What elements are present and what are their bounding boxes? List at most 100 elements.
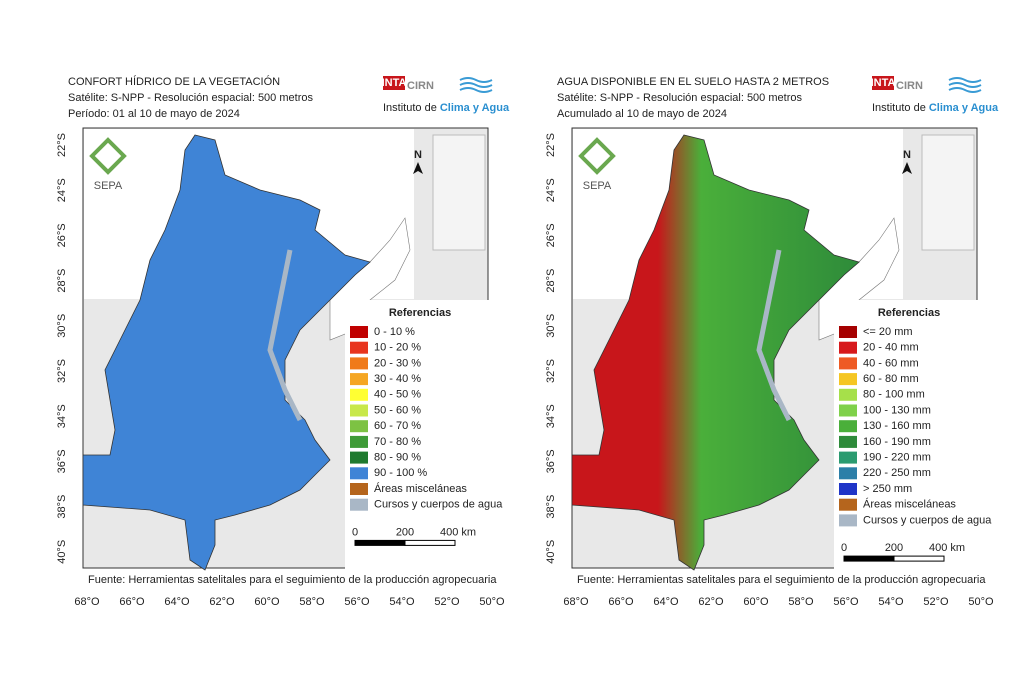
latitude-label: 40°S: [545, 540, 557, 564]
legend-swatch: [839, 404, 857, 417]
legend-swatch: [350, 498, 368, 511]
legend-label: 70 - 80 %: [374, 436, 421, 448]
sepa-text: SEPA: [94, 180, 123, 192]
river: [756, 249, 792, 422]
legend-swatch: [839, 420, 857, 433]
map-title: AGUA DISPONIBLE EN EL SUELO HASTA 2 METR…: [557, 76, 829, 88]
source-text: Fuente: Herramientas satelitales para el…: [88, 574, 497, 586]
scale-bar: [404, 539, 456, 546]
scale-label: 0: [352, 526, 358, 538]
map-title: Satélite: S-NPP - Resolución espacial: 5…: [557, 92, 802, 104]
legend-label: 60 - 70 %: [374, 420, 421, 432]
scale-label: 200: [885, 542, 903, 554]
legend-swatch: [350, 467, 368, 480]
latitude-label: 26°S: [545, 223, 557, 247]
legend-label: 90 - 100 %: [374, 467, 427, 479]
north-arrow: N: [903, 149, 911, 161]
logo-wave: [459, 87, 493, 93]
legend-label: 80 - 90 %: [374, 452, 421, 464]
logo-wave: [459, 77, 493, 83]
legend-box: [834, 300, 984, 595]
north-arrow-shape: [902, 162, 912, 174]
sepa-logo: [89, 137, 127, 175]
scale-bar: [354, 539, 406, 546]
latitude-label: 26°S: [56, 223, 68, 247]
legend-swatch: [350, 451, 368, 464]
legend-label: > 250 mm: [863, 483, 912, 495]
legend-swatch: [839, 514, 857, 527]
latitude-label: 30°S: [56, 314, 68, 338]
legend-label: Áreas misceláneas: [863, 498, 956, 511]
longitude-label: 52°O: [434, 596, 460, 608]
latitude-label: 24°S: [56, 178, 68, 202]
legend-label: 20 - 30 %: [374, 357, 421, 369]
latitude-label: 22°S: [545, 133, 557, 157]
map-title: Satélite: S-NPP - Resolución espacial: 5…: [68, 92, 313, 104]
legend-label: 100 - 130 mm: [863, 404, 931, 416]
longitude-label: 64°O: [653, 596, 679, 608]
longitude-label: 58°O: [788, 596, 814, 608]
inta-logo: [383, 76, 405, 90]
latitude-label: 30°S: [545, 314, 557, 338]
latitude-label: 28°S: [545, 269, 557, 293]
country-map: [571, 134, 860, 571]
legend-label: Áreas misceláneas: [374, 482, 467, 495]
legend-swatch: [839, 341, 857, 354]
source-text: Fuente: Herramientas satelitales para el…: [577, 574, 986, 586]
legend-label: 40 - 60 mm: [863, 357, 919, 369]
latitude-label: 28°S: [56, 269, 68, 293]
legend-label: 30 - 40 %: [374, 373, 421, 385]
longitude-label: 66°O: [608, 596, 634, 608]
legend-swatch: [350, 357, 368, 370]
logo-wave: [948, 82, 982, 88]
north-arrow: N: [414, 149, 422, 161]
latitude-label: 34°S: [56, 404, 68, 428]
longitude-label: 54°O: [389, 596, 415, 608]
latitude-label: 38°S: [56, 495, 68, 519]
legend-label: 40 - 50 %: [374, 389, 421, 401]
latitude-label: 38°S: [545, 495, 557, 519]
map-title: Acumulado al 10 de mayo de 2024: [557, 108, 727, 120]
legend-label: 130 - 160 mm: [863, 420, 931, 432]
sepa-logo: [578, 137, 616, 175]
legend-swatch: [350, 435, 368, 448]
latitude-label: 32°S: [545, 359, 557, 383]
legend-swatch: [839, 357, 857, 370]
institute-highlight: Clima y Agua: [929, 102, 999, 114]
legend-label: Cursos y cuerpos de agua: [863, 514, 992, 526]
latitude-label: 24°S: [545, 178, 557, 202]
latitude-label: 34°S: [545, 404, 557, 428]
longitude-label: 66°O: [119, 596, 145, 608]
legend-swatch: [839, 498, 857, 511]
map-title: CONFORT HÍDRICO DE LA VEGETACIÓN: [68, 75, 280, 88]
legend-swatch: [839, 326, 857, 338]
north-arrow-shape: [413, 162, 423, 174]
inta-logo: [872, 76, 894, 90]
cirn-text: CIRN: [896, 80, 923, 92]
longitude-label: 60°O: [254, 596, 280, 608]
longitude-label: 56°O: [833, 596, 859, 608]
longitude-label: 68°O: [563, 596, 589, 608]
legend-swatch: [839, 451, 857, 464]
scale-bar: [893, 555, 945, 562]
logo-wave: [948, 77, 982, 83]
legend-label: 160 - 190 mm: [863, 436, 931, 448]
longitude-label: 56°O: [344, 596, 370, 608]
institute: Instituto de: [872, 102, 926, 114]
inta-text: INTA: [871, 77, 896, 89]
scale-label: 200: [396, 526, 414, 538]
longitude-label: 58°O: [299, 596, 325, 608]
legend-label: 60 - 80 mm: [863, 373, 919, 385]
longitude-label: 60°O: [743, 596, 769, 608]
inset-map: [432, 134, 486, 251]
river: [267, 249, 303, 422]
institute-highlight: Clima y Agua: [440, 102, 510, 114]
legend-swatch: [839, 388, 857, 401]
inta-text: INTA: [382, 77, 407, 89]
latitude-label: 32°S: [56, 359, 68, 383]
legend-label: 80 - 100 mm: [863, 389, 925, 401]
legend-swatch: [350, 341, 368, 354]
legend-swatch: [350, 326, 368, 338]
scale-bar: [843, 555, 895, 562]
